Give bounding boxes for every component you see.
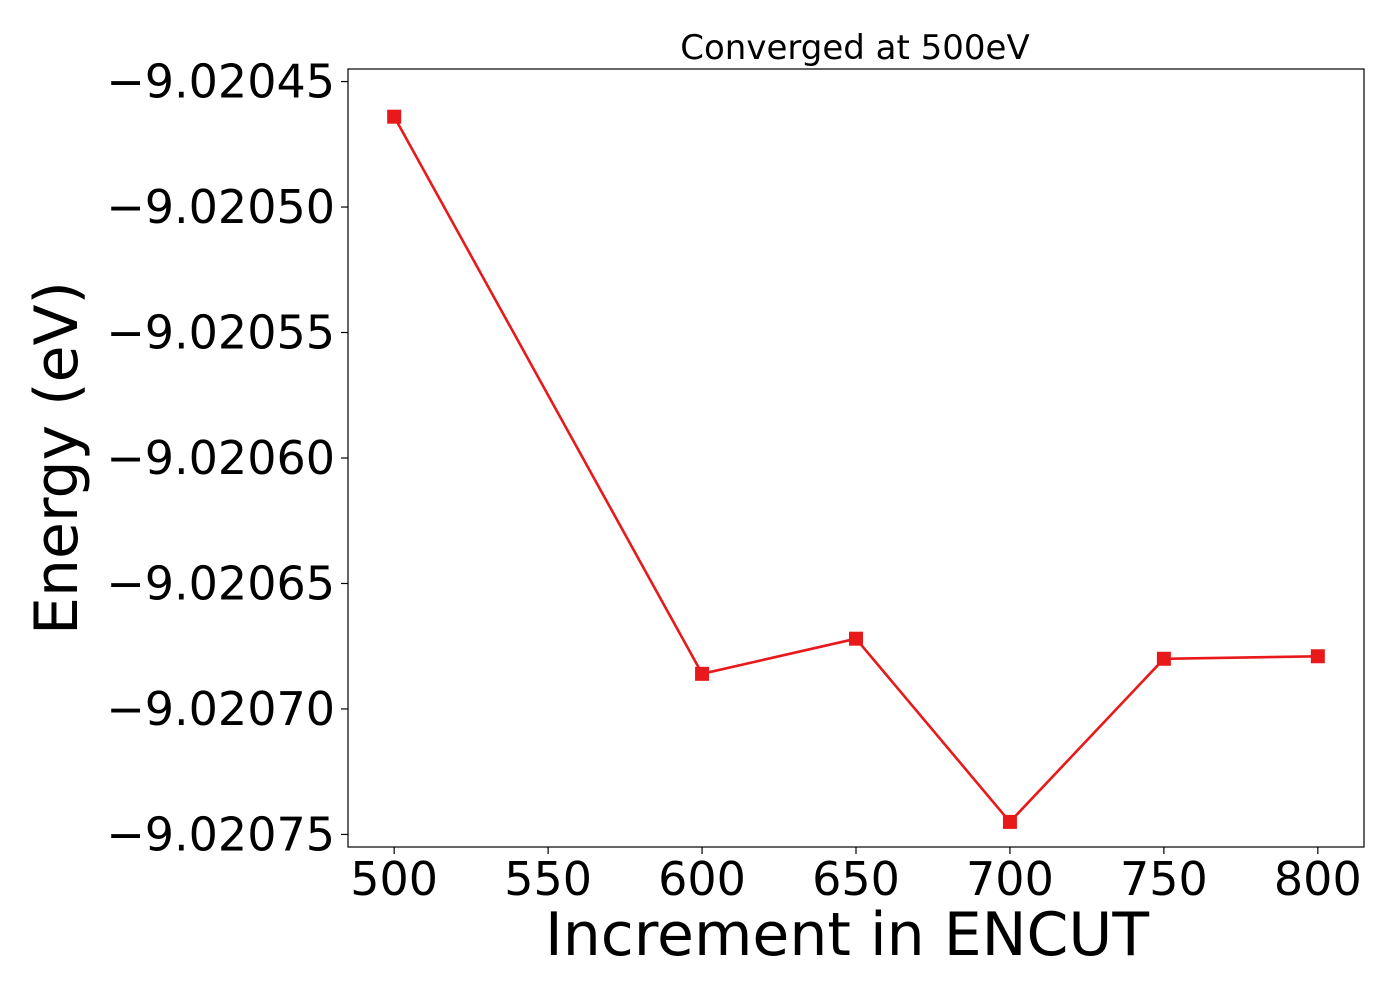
data-point-marker	[1002, 814, 1017, 829]
y-axis-ticks: −9.02045 −9.02050 −9.02055 −9.02060 −9.02065…	[106, 55, 348, 861]
y-tick-label: −9.02055	[106, 306, 335, 360]
y-axis-title: Energy (eV)	[22, 281, 92, 635]
x-tick-label: 800	[1274, 852, 1362, 906]
data-point-marker	[695, 666, 710, 681]
y-tick-label: −9.02050	[106, 180, 335, 234]
chart-title: Converged at 500eV	[680, 28, 1029, 68]
x-tick-label: 700	[966, 852, 1054, 906]
data-point-marker	[849, 631, 863, 646]
x-tick-label: 650	[812, 852, 900, 906]
x-tick-label: 600	[658, 852, 746, 906]
y-tick-label: −9.02065	[106, 556, 335, 610]
y-tick-label: −9.02060	[106, 431, 335, 485]
series-line	[393, 116, 1318, 824]
x-tick-label: 750	[1120, 852, 1208, 906]
plot-series	[387, 109, 1325, 829]
x-axis-ticks: 500 550 600 650 700 750 800	[350, 847, 1362, 906]
data-point-marker	[387, 109, 402, 124]
plot-frame	[347, 68, 1365, 848]
data-point-marker	[1156, 651, 1171, 666]
x-tick-label: 500	[350, 852, 438, 906]
x-tick-label: 550	[504, 852, 592, 906]
y-tick-label: −9.02070	[106, 682, 335, 736]
y-tick-label: −9.02045	[106, 55, 335, 109]
y-tick-label: −9.02075	[106, 807, 335, 861]
x-axis-title: Increment in ENCUT	[545, 900, 1149, 970]
data-point-marker	[1310, 649, 1325, 664]
